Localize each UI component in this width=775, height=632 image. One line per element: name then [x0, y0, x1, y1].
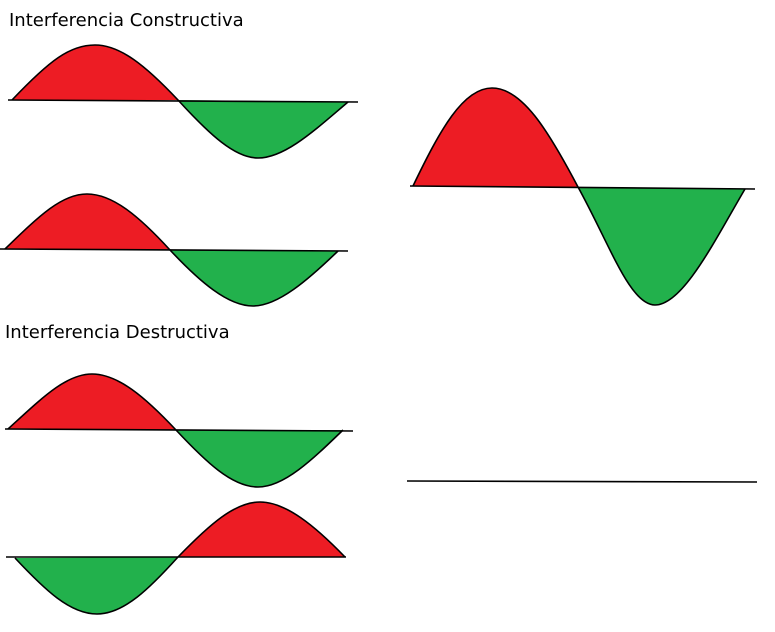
- destructive-wave-2: [6, 501, 346, 615]
- wave-negative-lobe: [15, 557, 178, 614]
- wave-positive-lobe: [178, 502, 345, 557]
- wave-negative-lobe: [178, 100, 348, 158]
- wave-curve: [11, 44, 349, 159]
- constructive-wave-1: [7, 44, 359, 159]
- destructive-wave-1: [4, 373, 354, 488]
- destructive-resultant-line: [406, 480, 758, 483]
- wave-negative-lobe: [170, 250, 338, 306]
- wave-positive-lobe: [8, 374, 176, 430]
- destructive-interference-title: Interferencia Destructiva: [5, 322, 230, 343]
- baseline: [0, 248, 349, 252]
- baseline: [4, 428, 354, 432]
- wave-negative-lobe: [176, 430, 343, 487]
- baseline: [409, 185, 756, 190]
- wave-positive-lobe: [12, 45, 178, 100]
- wave-positive-lobe: [5, 194, 170, 250]
- constructive-resultant-wave: [409, 87, 756, 306]
- baseline: [7, 99, 359, 103]
- wave-negative-lobe: [578, 187, 745, 305]
- constructive-wave-2: [0, 193, 349, 307]
- constructive-interference-title: Interferencia Constructiva: [9, 10, 244, 31]
